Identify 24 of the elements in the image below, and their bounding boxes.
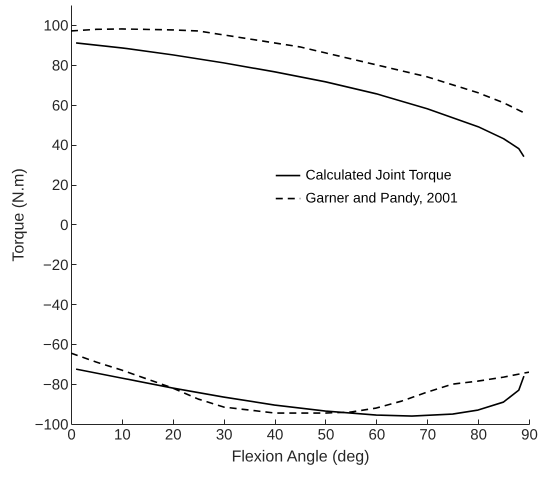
y-tick-label: 80 bbox=[52, 57, 68, 74]
y-tick-label: −20 bbox=[43, 256, 68, 274]
legend-label: Calculated Joint Torque bbox=[306, 166, 452, 183]
x-tick-label: 90 bbox=[521, 426, 538, 444]
y-tick-label: −40 bbox=[43, 296, 68, 314]
y-tick-label: 0 bbox=[60, 216, 68, 234]
x-tick-label: 10 bbox=[114, 426, 131, 444]
y-tick-label: 100 bbox=[43, 17, 68, 34]
x-tick-label: 30 bbox=[216, 426, 233, 444]
y-axis-title: Torque (N.m) bbox=[10, 168, 28, 262]
x-tick-label: 40 bbox=[266, 426, 284, 444]
x-tick-label: 70 bbox=[419, 426, 436, 444]
y-tick-label: −80 bbox=[43, 376, 68, 394]
x-tick-label: 50 bbox=[318, 426, 334, 444]
y-tick-label: −60 bbox=[43, 336, 68, 354]
x-tick-label: 60 bbox=[368, 426, 386, 444]
y-tick-label: 40 bbox=[52, 137, 68, 154]
x-tick-label: 20 bbox=[164, 426, 182, 444]
x-axis-title: Flexion Angle (deg) bbox=[232, 448, 370, 466]
legend-label: Garner and Pandy, 2001 bbox=[306, 190, 458, 206]
y-tick-label: −100 bbox=[34, 416, 68, 434]
x-tick-label: 80 bbox=[470, 426, 487, 444]
y-tick-label: 20 bbox=[52, 177, 68, 194]
y-tick-label: 60 bbox=[52, 97, 68, 114]
